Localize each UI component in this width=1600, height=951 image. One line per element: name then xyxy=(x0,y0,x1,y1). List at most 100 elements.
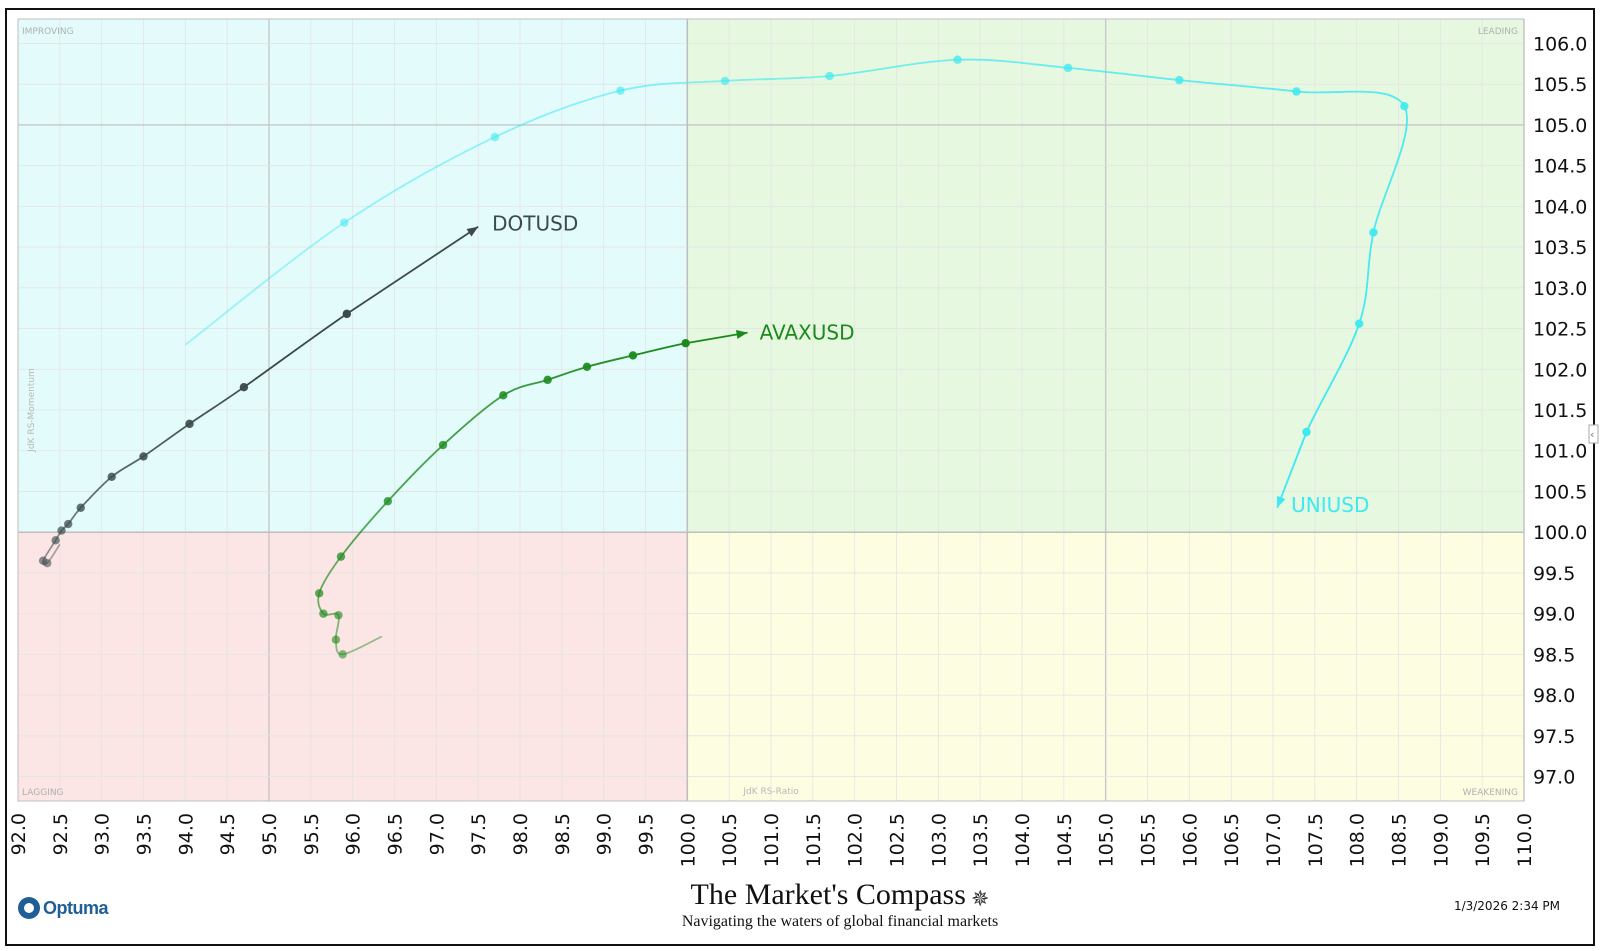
x-tick-label: 105.0 xyxy=(1096,813,1118,867)
x-tick-label: 96.5 xyxy=(385,813,407,855)
uniusd-point[interactable] xyxy=(1354,319,1364,328)
y-tick-label: 97.0 xyxy=(1533,767,1575,789)
x-tick-label: 93.0 xyxy=(92,813,114,855)
panel-collapse-handle[interactable]: ‹ xyxy=(1588,424,1599,444)
optuma-logo-text: Optuma xyxy=(43,897,109,918)
avaxusd-point[interactable] xyxy=(582,362,592,372)
y-tick-label: 102.0 xyxy=(1533,359,1587,381)
x-axis-ticks: 92.0 92.5 93.0 93.5 94.0 94.5 95.0 95.5 96.0 96.5… xyxy=(8,813,1536,867)
avaxusd-point[interactable] xyxy=(628,351,638,360)
avaxusd-point[interactable] xyxy=(681,339,690,348)
brand-title: The Market's Compass xyxy=(690,878,966,911)
avaxusd-label: AVAXUSD xyxy=(760,321,855,345)
dotusd-point[interactable] xyxy=(342,309,352,319)
uniusd-point[interactable] xyxy=(1292,87,1301,96)
brand-block: The Market's Compass ✵ Navigating the wa… xyxy=(640,878,1040,932)
y-tick-label: 97.5 xyxy=(1533,726,1575,748)
dotusd-point[interactable] xyxy=(57,526,66,535)
uniusd-trail-segment xyxy=(620,80,726,92)
uniusd-trail-segment xyxy=(1305,323,1361,433)
uniusd-point[interactable] xyxy=(825,71,834,81)
x-tick-label: 97.5 xyxy=(468,813,490,855)
uniusd-point[interactable] xyxy=(953,55,962,64)
quadrant-labels: IMPROVING LEADING LAGGING WEAKENING xyxy=(22,27,1518,798)
dotusd-point[interactable] xyxy=(107,472,116,481)
avaxusd-point[interactable] xyxy=(315,589,324,598)
rrg-chart: IMPROVING LEADING LAGGING WEAKENING JdK RS-… xyxy=(8,18,1599,867)
uniusd-point[interactable] xyxy=(340,218,349,227)
dotusd-trail-segment xyxy=(243,313,348,388)
dotusd-head-segment xyxy=(346,225,479,315)
timestamp: 1/3/2026 2:34 PM xyxy=(1453,899,1560,913)
y-tick-label: 98.5 xyxy=(1533,644,1575,666)
dotusd-arrow-head xyxy=(466,226,479,237)
x-tick-label: 108.5 xyxy=(1389,813,1411,867)
x-tick-label: 95.5 xyxy=(301,813,323,855)
axis-titles: JdK RS-Ratio JdK RS-Momentum xyxy=(27,368,799,797)
x-tick-label: 110.0 xyxy=(1514,813,1536,867)
x-tick-label: 109.0 xyxy=(1430,813,1452,867)
avaxusd-point[interactable] xyxy=(499,391,508,400)
uniusd-point[interactable] xyxy=(720,76,730,86)
x-tick-label: 92.5 xyxy=(50,813,72,855)
x-tick-label: 101.0 xyxy=(761,813,783,867)
y-tick-label: 98.0 xyxy=(1533,685,1575,707)
x-tick-label: 94.0 xyxy=(175,813,197,855)
y-tick-label: 103.0 xyxy=(1533,278,1587,300)
uniusd-point[interactable] xyxy=(616,86,625,95)
x-tick-label: 97.0 xyxy=(426,813,448,855)
avaxusd-point[interactable] xyxy=(338,650,347,659)
avaxusd-point[interactable] xyxy=(543,375,552,385)
uniusd-trail-segment xyxy=(1067,66,1180,81)
compass-icon: ✵ xyxy=(971,887,990,912)
dotusd-trail-segment xyxy=(189,386,245,425)
dotusd-point[interactable] xyxy=(185,419,194,429)
brand-title-row: The Market's Compass ✵ xyxy=(640,878,1040,912)
plot-border xyxy=(17,18,1525,802)
dotusd-point[interactable] xyxy=(76,503,85,512)
svg-text:‹: ‹ xyxy=(1590,428,1594,441)
dotusd-point[interactable] xyxy=(38,556,48,565)
x-tick-label: 100.0 xyxy=(677,813,699,867)
optuma-logo: Optuma xyxy=(18,897,109,919)
avaxusd-point[interactable] xyxy=(331,635,341,644)
uniusd-trail-segment xyxy=(1372,105,1408,233)
uniusd-point[interactable] xyxy=(1063,63,1073,73)
uniusd-point[interactable] xyxy=(1302,427,1311,437)
uniusd-head-segment xyxy=(1276,431,1308,509)
avaxusd-point[interactable] xyxy=(319,609,328,618)
uniusd-point[interactable] xyxy=(490,132,500,142)
x-tick-label: 106.5 xyxy=(1221,813,1243,867)
uniusd-point[interactable] xyxy=(1369,228,1378,237)
dotusd-point[interactable] xyxy=(63,519,73,529)
brand-subtitle: Navigating the waters of global financia… xyxy=(681,913,999,930)
dotusd-point[interactable] xyxy=(139,452,148,461)
x-tick-label: 99.5 xyxy=(636,813,658,855)
uniusd-point[interactable] xyxy=(1400,101,1409,111)
dotusd-point[interactable] xyxy=(51,536,60,545)
uniusd-point[interactable] xyxy=(1175,75,1184,85)
uniusd-trail-segment xyxy=(724,75,830,82)
y-tick-label: 105.5 xyxy=(1533,74,1587,96)
y-axis-title: JdK RS-Momentum xyxy=(27,368,37,453)
y-tick-label: 105.0 xyxy=(1533,115,1587,137)
x-tick-label: 104.0 xyxy=(1012,813,1034,867)
y-tick-label: 106.0 xyxy=(1533,33,1587,55)
avaxusd-point[interactable] xyxy=(383,497,393,506)
avaxusd-trail-segment xyxy=(442,394,504,446)
uniusd-trail-segment xyxy=(494,89,621,138)
avaxusd-point[interactable] xyxy=(334,611,343,620)
y-tick-label: 100.5 xyxy=(1533,481,1587,503)
series-layer xyxy=(38,55,1409,659)
dotusd-point[interactable] xyxy=(239,382,249,392)
uniusd-trail-segment xyxy=(1358,232,1375,324)
uniusd-trail-segment xyxy=(957,58,1069,69)
y-tick-label: 100.0 xyxy=(1533,522,1587,544)
grid-lines xyxy=(17,18,1525,802)
avaxusd-point[interactable] xyxy=(438,440,448,450)
y-tick-label: 103.5 xyxy=(1533,237,1587,259)
avaxusd-point[interactable] xyxy=(336,552,346,561)
y-tick-label: 101.0 xyxy=(1533,441,1587,463)
quadrant-label-improving: IMPROVING xyxy=(22,27,74,37)
x-tick-label: 94.5 xyxy=(217,813,239,855)
